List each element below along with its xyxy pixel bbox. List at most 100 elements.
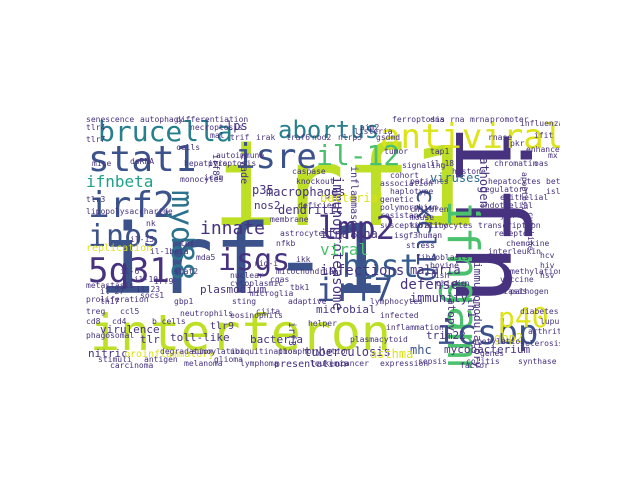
cloud-word: patients	[410, 177, 449, 186]
cloud-word: th1	[465, 298, 478, 318]
cloud-word: enhancer	[526, 145, 560, 154]
cloud-word: promoter	[490, 115, 529, 124]
cloud-word: mal	[210, 131, 225, 140]
cloud-word: chicken	[436, 279, 470, 288]
cloud-word: autoimmune	[216, 151, 265, 160]
cloud-word: sumoylation	[192, 347, 245, 356]
cloud-word: icam	[204, 173, 224, 182]
cloud-word: arthritis	[528, 327, 560, 336]
cloud-word: antiviral	[380, 117, 560, 157]
cloud-word: cd4	[112, 317, 127, 326]
cloud-word: il-18	[430, 159, 455, 168]
cloud-word: irf7	[316, 271, 394, 309]
cloud-word: cohort	[390, 171, 419, 180]
cloud-word: eosinophils	[230, 311, 283, 320]
cloud-word: sepsis	[418, 357, 447, 366]
cloud-word: sclerosis	[520, 339, 560, 348]
cloud-word: irf-1	[98, 204, 387, 316]
cloud-word: synthase	[518, 357, 557, 366]
cloud-word: tlr7	[86, 135, 106, 144]
cloud-word: cytoplasmic	[230, 279, 283, 288]
cloud-word: astrocytes	[280, 229, 329, 238]
cloud-word: plasmacytoid	[350, 335, 408, 344]
cloud-word: tumor	[384, 147, 409, 156]
cloud-word: hepatocytes	[488, 177, 541, 186]
cloud-word: cancer	[340, 359, 369, 368]
cloud-word: presentation	[274, 359, 347, 369]
cloud-word: polymorphism	[380, 203, 438, 212]
cloud-word: tlr	[140, 333, 160, 346]
cloud-word: mda5	[196, 253, 216, 262]
cloud-word: toll-like	[170, 331, 230, 344]
cloud-word: defense	[400, 277, 460, 293]
cloud-word: colitis	[466, 357, 500, 366]
cloud-word: nlrp3	[338, 133, 363, 142]
cloud-word: ccl5	[120, 307, 140, 316]
cloud-word: lupus	[540, 317, 560, 326]
cloud-word: oas	[534, 159, 549, 168]
cloud-word: asthma	[370, 347, 414, 361]
cloud-word: host	[342, 247, 420, 285]
cloud-word: traf6	[286, 133, 311, 142]
cloud-word: b cells	[152, 317, 186, 326]
cloud-word: human	[418, 231, 443, 240]
cloud-word: expression	[380, 359, 429, 368]
cloud-word: interleukin	[488, 247, 541, 256]
cloud-word: gas	[460, 151, 475, 160]
cloud-word: replication	[86, 243, 153, 254]
cloud-word: senescence	[86, 115, 135, 124]
cloud-word: lmp2	[318, 209, 396, 247]
cloud-word: mice	[92, 159, 112, 168]
cloud-word: 5q31	[88, 251, 170, 291]
cloud-word: mycobacterium	[444, 343, 531, 356]
cloud-word: tlr4	[86, 123, 106, 132]
cloud-word: psoriasis	[484, 287, 528, 296]
cloud-word: haplotype	[390, 187, 434, 196]
cloud-word: mx	[548, 151, 558, 160]
cloud-word: pathogen	[510, 287, 549, 296]
cloud-word: il-10	[134, 275, 159, 284]
cloud-word: regulatory	[480, 185, 529, 194]
cloud-word: lps	[226, 119, 248, 133]
cloud-word: tbk1	[290, 283, 310, 292]
cloud-word: sting	[232, 297, 257, 306]
cloud-word: gbp1	[174, 297, 194, 306]
cloud-word: dna	[430, 115, 445, 124]
cloud-word: stress	[406, 241, 435, 250]
cloud-word: proinflammatory	[124, 349, 215, 360]
cloud-word: keratinocytes	[410, 221, 473, 230]
cloud-word: chemokine	[506, 239, 550, 248]
cloud-word: socs1	[140, 291, 165, 300]
cloud-word: membrane	[270, 215, 309, 224]
cloud-word: brucella	[98, 115, 233, 148]
cloud-word: nos2	[254, 199, 281, 212]
cloud-word: islet	[546, 187, 560, 196]
cloud-word: pyroptosis	[208, 159, 257, 168]
cloud-word: tlr9	[210, 321, 235, 332]
cloud-word: infections	[320, 263, 405, 279]
cloud-word: macrophages	[266, 185, 346, 199]
cloud-word: hepatitis	[184, 159, 228, 168]
cloud-word: fish	[430, 271, 450, 280]
cloud-word: inflammation	[386, 323, 444, 332]
cloud-word: vaccine	[500, 275, 534, 284]
cloud-word: atopy	[445, 298, 458, 332]
word-cloud: irf1 irf-1 ifn interferon antiviral ifngamma b…	[80, 112, 560, 368]
cloud-word: isgs	[218, 243, 291, 278]
cloud-word: tuberculosis	[304, 345, 391, 359]
cloud-word: inflammasome	[348, 166, 359, 239]
cloud-word: acetylation	[472, 337, 525, 346]
cloud-word: fibroblasts	[416, 253, 469, 262]
cloud-word: influenza	[520, 119, 560, 128]
cloud-word: necroptosis	[190, 123, 243, 132]
cloud-word: p35	[252, 183, 274, 197]
cloud-word: nfkb	[276, 239, 296, 248]
cloud-word: stat1	[88, 139, 197, 180]
cloud-word: il-12	[316, 139, 401, 172]
cloud-word: irf9	[154, 277, 174, 286]
cloud-word: autophagy	[140, 115, 184, 124]
cloud-word: microglia	[250, 289, 294, 298]
cloud-word: gsdmd	[376, 133, 401, 142]
cloud-word: epithelial	[500, 193, 549, 202]
cloud-word: ifnbeta	[86, 172, 154, 191]
